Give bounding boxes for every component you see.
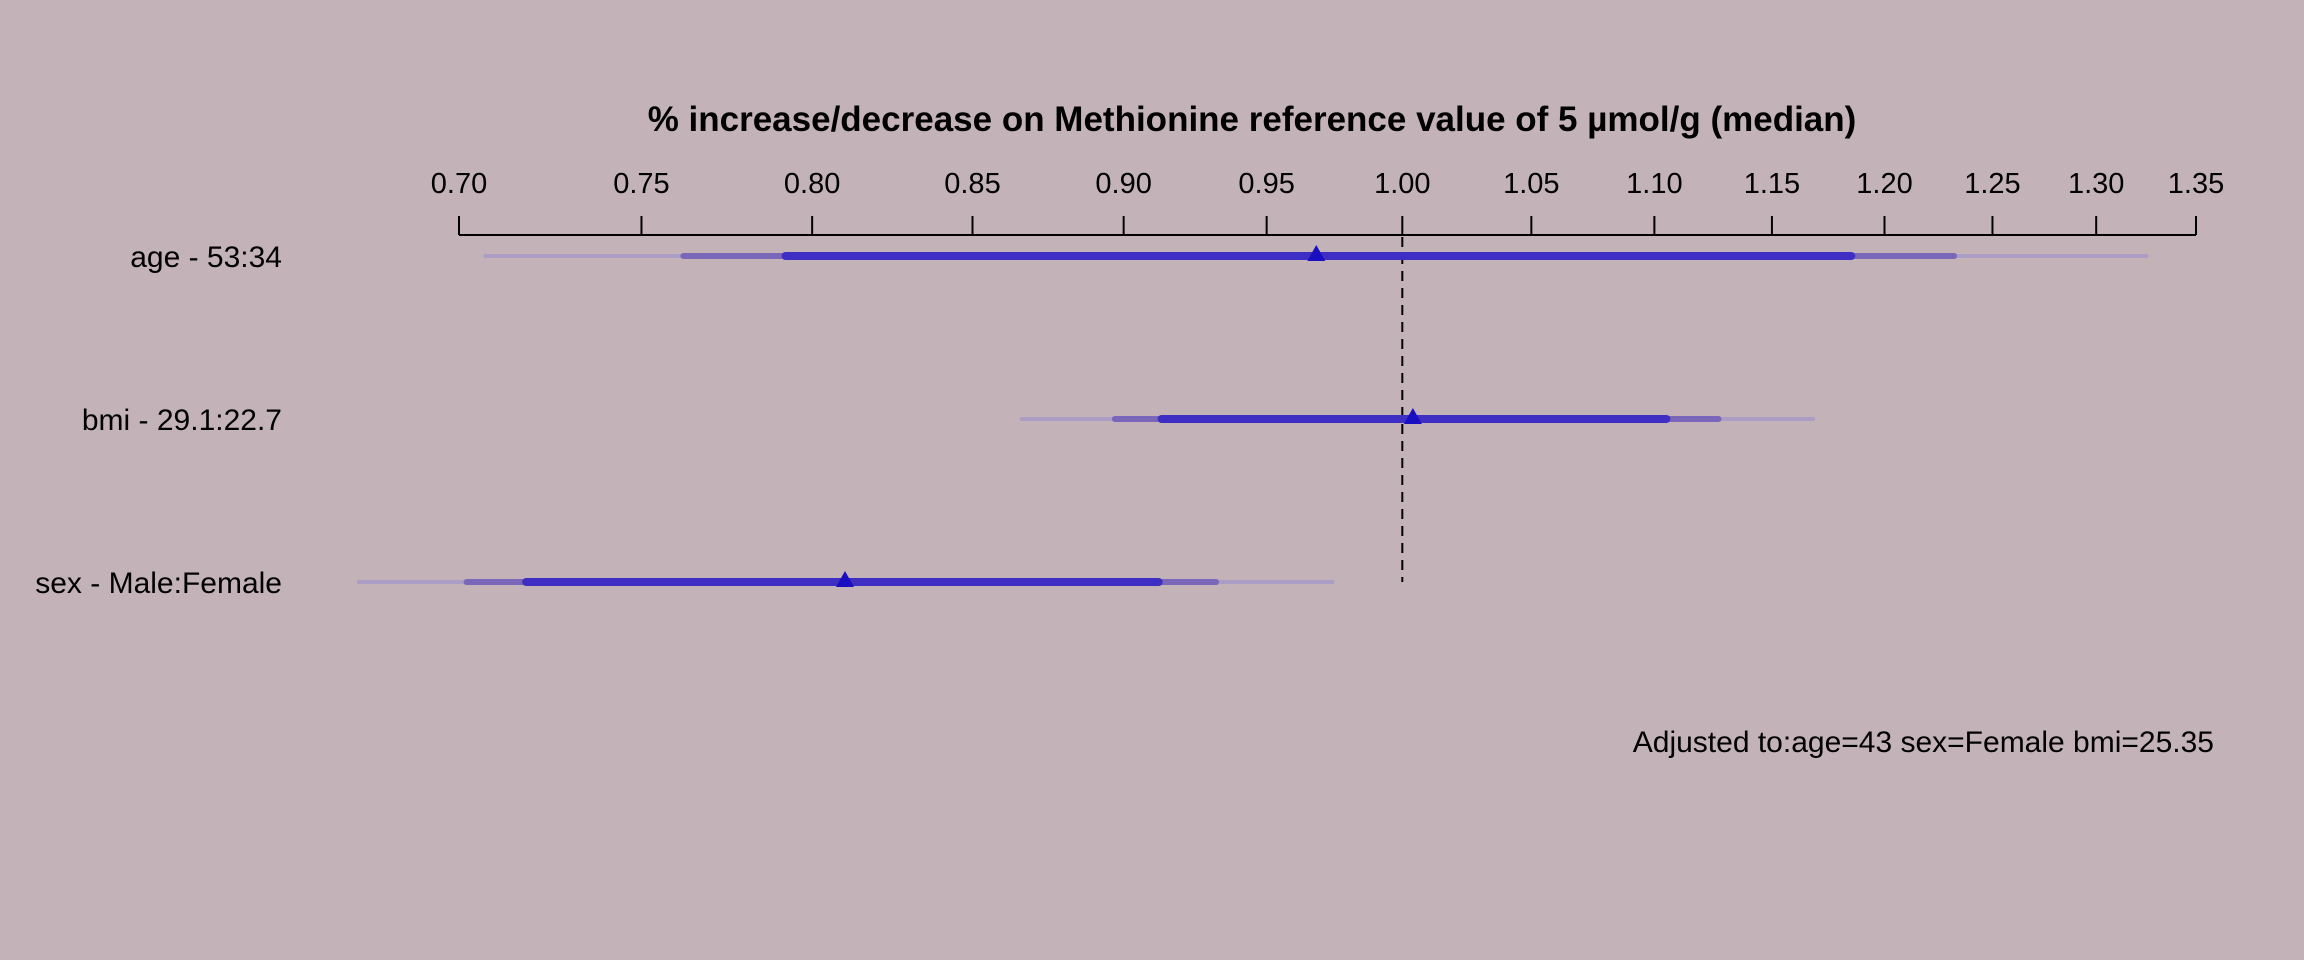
row-label: sex - Male:Female (35, 567, 282, 600)
tick-label: 1.30 (2068, 168, 2124, 200)
tick-label: 0.95 (1238, 168, 1294, 200)
tick-label: 1.20 (1856, 168, 1912, 200)
tick-label: 1.05 (1503, 168, 1559, 200)
point-estimate (1307, 245, 1326, 261)
tick-label: 0.85 (944, 168, 1000, 200)
row-label: bmi - 29.1:22.7 (82, 404, 282, 437)
x-axis: 0.70 0.75 0.80 0.85 0.90 0.95 1.00 1.05 1.10 1.15… (431, 168, 2224, 236)
row: bmi - 29.1:22.7 (82, 404, 1816, 437)
chart-title: % increase/decrease on Methionine refere… (648, 100, 1857, 139)
tick-label: 1.35 (2168, 168, 2224, 200)
row: sex - Male:Female (35, 567, 1335, 600)
tick-label: 1.10 (1626, 168, 1682, 200)
point-estimate (1403, 408, 1422, 424)
row: age - 53:34 (130, 241, 2149, 274)
rows: age - 53:34 bmi - 29.1:22.7 sex - Male:Fem… (35, 241, 2149, 600)
tick-label: 1.15 (1744, 168, 1800, 200)
tick-label: 0.75 (613, 168, 669, 200)
tick-label: 1.25 (1964, 168, 2020, 200)
row-label: age - 53:34 (130, 241, 282, 274)
tick-label: 0.70 (431, 168, 487, 200)
tick-label: 1.00 (1374, 168, 1430, 200)
tick-label: 0.80 (784, 168, 840, 200)
adjustment-note: Adjusted to:age=43 sex=Female bmi=25.35 (1633, 726, 2214, 759)
point-estimate (836, 571, 855, 587)
tick-label: 0.90 (1095, 168, 1151, 200)
